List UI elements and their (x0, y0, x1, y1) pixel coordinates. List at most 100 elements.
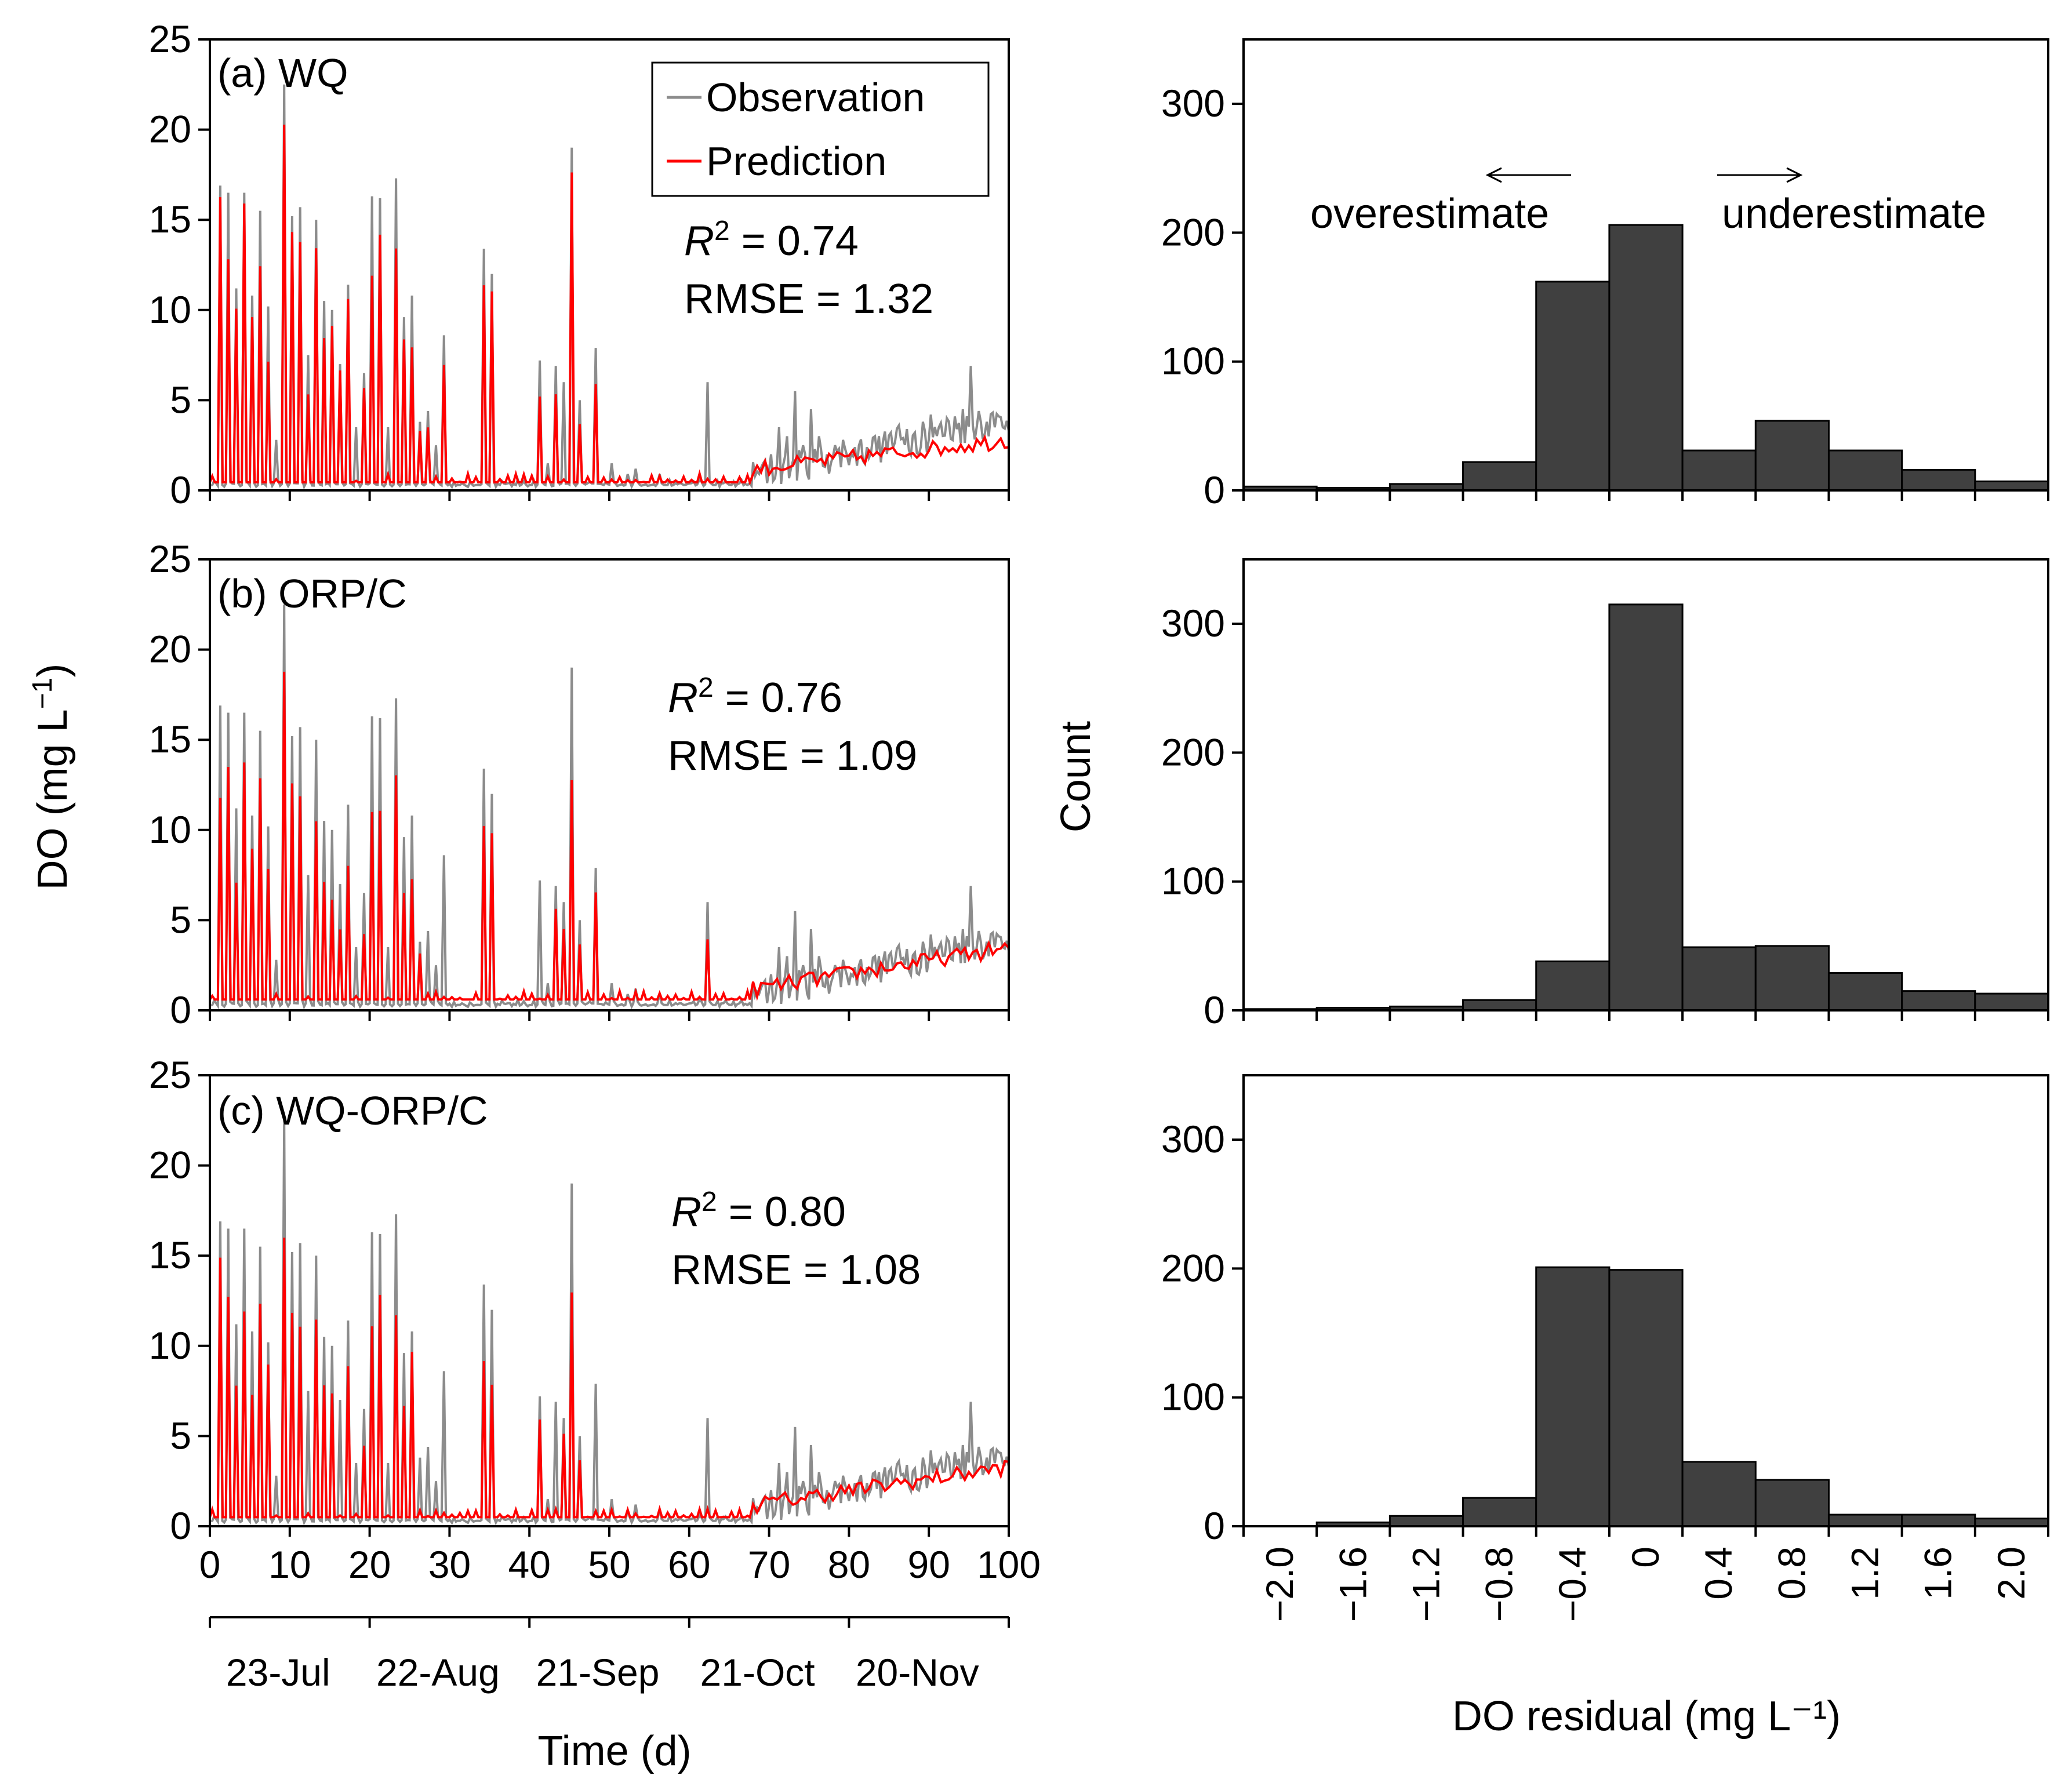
time-axis-label: Time (d) (537, 1728, 691, 1774)
y-tick-label-b-5: 5 (170, 898, 191, 941)
legend-box (651, 61, 990, 197)
time-panel-c: 0 5 10 15 20 25 (c) WQ-ORP/C R2 = 0.80 RMSE =… (149, 1053, 1010, 1547)
histogram-bar-2-10 (1974, 1518, 2049, 1527)
hist-y-axis-b: 0 100 200 300 (1161, 602, 1244, 1031)
y-tick-label-c-0: 0 (170, 1504, 191, 1547)
time-x-tick-label-60: 60 (668, 1543, 710, 1586)
hist-y-tick-label-2-300: 300 (1161, 1118, 1225, 1160)
y-tick-label-a-25: 25 (149, 17, 191, 60)
time-x-tick-label-90: 90 (907, 1543, 950, 1586)
hist-y-tick-label-0-300: 300 (1161, 82, 1225, 125)
hist-y-tick-label-2-100: 100 (1161, 1376, 1225, 1418)
histogram-bar-2-2 (1388, 1515, 1464, 1527)
y-tick-label-b-15: 15 (149, 718, 191, 761)
histogram-bars-c (1315, 1266, 2049, 1527)
date-label-23-Jul: 23-Jul (226, 1651, 330, 1694)
r2-annotation-c: R2 = 0.80 (671, 1187, 846, 1235)
histogram-bar-2-6 (1681, 1461, 1757, 1527)
histogram-panel-b: 0 100 200 300 (1161, 558, 2049, 1031)
y-tick-label-b-25: 25 (149, 537, 191, 580)
observation-line-a (209, 84, 1010, 490)
time-panel-b: 0 5 10 15 20 25 (b) ORP/C R2 = 0.76 RMSE = 1.… (149, 537, 1010, 1031)
time-x-tick-label-10: 10 (268, 1543, 311, 1586)
histogram-bar-1-10 (1974, 992, 2049, 1012)
date-label-22-Aug: 22-Aug (376, 1651, 500, 1694)
hist-x-tick-label-2: −1.2 (1404, 1547, 1447, 1622)
time-x-tick-label-40: 40 (508, 1543, 550, 1586)
x-axis-ticks-b (209, 1010, 1010, 1021)
hist-x-tick-label-3: −0.8 (1478, 1547, 1521, 1622)
date-axis: 23-Jul 22-Aug 21-Sep 21-Oct 20-Nov (209, 1616, 1010, 1694)
hist-frame-a (1242, 38, 2049, 492)
histogram-bar-2-9 (1901, 1514, 1976, 1527)
rmse-annotation-b: RMSE = 1.09 (668, 733, 917, 779)
prediction-line-c (209, 1238, 1009, 1519)
do-axis-label: DO (mg L−1) (27, 664, 76, 890)
time-x-tick-labels: 0 10 20 30 40 50 60 70 80 90 100 (199, 1543, 1041, 1586)
hist-y-tick-label-2-0: 0 (1204, 1504, 1225, 1547)
residual-axis-label: DO residual (mg L⁻¹) (1452, 1693, 1841, 1740)
prediction-line-a (209, 124, 1009, 486)
time-x-tick-label-30: 30 (428, 1543, 471, 1586)
y-tick-label-c-15: 15 (149, 1234, 191, 1276)
histogram-bar-0-8 (1827, 449, 1903, 492)
y-axis-b: 0 5 10 15 20 25 (149, 537, 210, 1031)
histogram-bar-2-8 (1827, 1514, 1903, 1527)
histogram-panel-c: 0 100 200 300 (1161, 1074, 2049, 1547)
underestimate-arrow-head (1786, 167, 1803, 183)
hist-y-tick-label-1-200: 200 (1161, 730, 1225, 773)
histogram-bar-2-5 (1608, 1269, 1684, 1527)
y-tick-label-b-10: 10 (149, 808, 191, 851)
histogram-bar-0-6 (1681, 449, 1757, 492)
time-x-tick-label-100: 100 (977, 1543, 1041, 1586)
legend-prediction-label: Prediction (706, 139, 886, 184)
hist-y-axis-a: 0 100 200 300 (1161, 82, 1244, 511)
hist-y-tick-label-1-0: 0 (1204, 988, 1225, 1031)
hist-x-tick-label-0: −2.0 (1258, 1547, 1301, 1622)
y-tick-label-c-5: 5 (170, 1414, 191, 1457)
histogram-bar-0-5 (1608, 224, 1684, 492)
hist-x-tick-label-6: 0.4 (1697, 1547, 1740, 1600)
y-tick-label-c-20: 20 (149, 1144, 191, 1187)
histogram-bar-2-3 (1462, 1497, 1537, 1527)
panel-label-a: (a) WQ (217, 50, 348, 96)
histogram-bar-1-3 (1462, 999, 1537, 1012)
hist-y-axis-c: 0 100 200 300 (1161, 1118, 1244, 1547)
hist-y-tick-label-1-100: 100 (1161, 860, 1225, 903)
time-x-tick-label-0: 0 (199, 1543, 221, 1586)
y-tick-label-a-10: 10 (149, 288, 191, 331)
histogram-bar-0-4 (1535, 281, 1611, 492)
rmse-annotation-a: RMSE = 1.32 (684, 276, 933, 322)
x-axis-ticks-c (209, 1526, 1010, 1537)
hist-x-axis-ticks-a (1242, 490, 2049, 501)
histogram-bar-1-8 (1827, 972, 1903, 1012)
legend-observation-label: Observation (706, 75, 925, 120)
hist-y-tick-label-0-0: 0 (1204, 468, 1225, 511)
y-tick-label-a-5: 5 (170, 378, 191, 421)
y-tick-label-c-25: 25 (149, 1053, 191, 1096)
histogram-bar-1-6 (1681, 946, 1757, 1012)
hist-y-tick-label-0-200: 200 (1161, 210, 1225, 253)
panel-label-c: (c) WQ-ORP/C (217, 1088, 488, 1133)
underestimate-label: underestimate (1722, 191, 1986, 237)
r2-annotation-a: R2 = 0.74 (684, 216, 859, 264)
hist-frame-b (1242, 558, 2049, 1012)
overestimate-arrow-head (1485, 167, 1502, 183)
observation-line-b (209, 604, 1010, 1010)
prediction-series-c (209, 1238, 1009, 1519)
count-axis-label: Count (1053, 721, 1099, 832)
prediction-series-b (209, 671, 1010, 1001)
y-tick-label-b-0: 0 (170, 988, 191, 1031)
time-x-tick-label-50: 50 (588, 1543, 630, 1586)
histogram-bar-1-5 (1608, 603, 1684, 1012)
histogram-bar-0-3 (1462, 461, 1537, 492)
observation-series-b (209, 604, 1010, 1010)
hist-x-tick-label-10: 2.0 (1990, 1547, 2033, 1600)
hist-x-tick-label-7: 0.8 (1770, 1547, 1813, 1600)
r2-annotation-b: R2 = 0.76 (668, 672, 842, 721)
histogram-bar-1-4 (1535, 961, 1611, 1012)
histogram-bars-b (1242, 603, 2049, 1012)
hist-y-tick-label-0-100: 100 (1161, 340, 1225, 383)
hist-x-axis-ticks-b (1242, 1010, 2049, 1021)
